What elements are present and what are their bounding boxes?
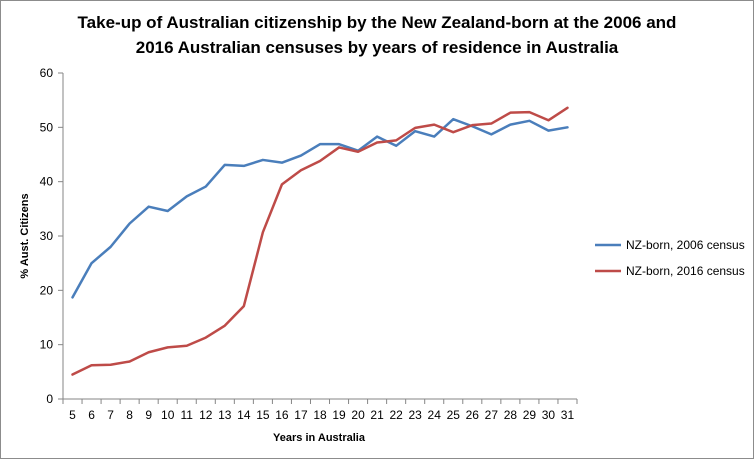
x-tick-label: 20 — [351, 408, 365, 422]
x-tick-label: 21 — [370, 408, 384, 422]
y-tick-label: 40 — [40, 175, 54, 189]
x-tick-label: 18 — [313, 408, 327, 422]
x-axis: 5 6 7 8 9 10 11 12 13 14 15 16 17 18 19 20 21 22 23 24 25 26 2… — [62, 398, 578, 422]
x-tick-label: 9 — [145, 408, 152, 422]
y-tick-label: 10 — [40, 338, 54, 352]
chart-title-line-1: Take-up of Australian citizenship by the… — [78, 13, 677, 32]
x-tick-label: 31 — [561, 408, 575, 422]
y-tick-label: 30 — [40, 229, 54, 243]
series-line-1 — [71, 117, 569, 299]
x-tick-label: 27 — [485, 408, 499, 422]
x-axis-label: Years in Australia — [273, 432, 366, 444]
y-axis: 0 10 20 30 40 50 60 — [40, 66, 64, 406]
chart-title-line-2: 2016 Australian censuses by years of res… — [136, 38, 619, 57]
x-tick-label: 30 — [542, 408, 556, 422]
x-tick-label: 29 — [523, 408, 537, 422]
legend-label-1: NZ-born, 2006 census — [626, 238, 745, 252]
y-tick-label: 60 — [40, 66, 54, 80]
y-tick-label: 0 — [46, 392, 53, 406]
x-tick-label: 12 — [199, 408, 213, 422]
x-tick-label: 22 — [389, 408, 403, 422]
legend: NZ-born, 2006 census NZ-born, 2016 census — [595, 238, 745, 278]
x-tick-label: 10 — [161, 408, 175, 422]
x-tick-label: 17 — [294, 408, 308, 422]
y-tick-label: 20 — [40, 283, 54, 297]
x-tick-label: 14 — [237, 408, 251, 422]
x-tick-label: 13 — [218, 408, 232, 422]
x-tick-label: 16 — [275, 408, 289, 422]
x-tick-label: 28 — [504, 408, 518, 422]
x-tick-label: 15 — [256, 408, 270, 422]
series-lines — [71, 106, 569, 376]
x-tick-label: 6 — [88, 408, 95, 422]
series-line-2 — [71, 106, 569, 376]
legend-label-2: NZ-born, 2016 census — [626, 264, 745, 278]
x-tick-label: 7 — [107, 408, 114, 422]
x-tick-label: 23 — [409, 408, 423, 422]
x-tick-label: 25 — [447, 408, 461, 422]
y-axis-label: % Aust. Citizens — [19, 193, 31, 278]
x-tick-label: 26 — [466, 408, 480, 422]
x-tick-label: 5 — [69, 408, 76, 422]
x-tick-label: 19 — [332, 408, 346, 422]
x-tick-label: 8 — [126, 408, 133, 422]
x-tick-label: 24 — [428, 408, 442, 422]
x-tick-label: 11 — [181, 408, 194, 422]
y-tick-label: 50 — [40, 120, 54, 134]
